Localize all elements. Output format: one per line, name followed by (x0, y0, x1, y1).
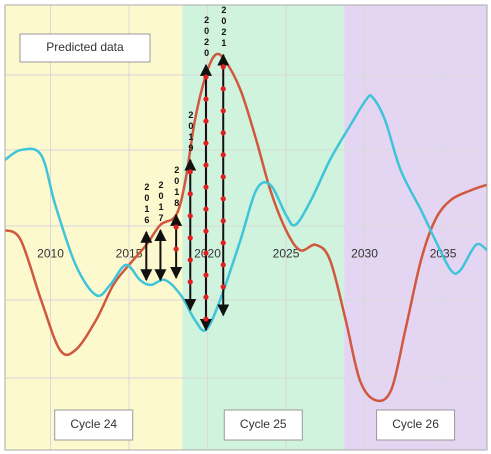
arrow-dot (203, 228, 209, 234)
arrow-dot (203, 206, 209, 212)
arrow-dot (220, 218, 226, 224)
arrow-dot (187, 235, 193, 241)
arrow-dot (220, 130, 226, 136)
arrow-dot (203, 162, 209, 168)
cycle-region (5, 5, 183, 450)
arrow-dot (187, 169, 193, 175)
arrow-dot (220, 240, 226, 246)
cycle-label: Cycle 26 (392, 417, 439, 431)
series-line (4, 94, 488, 332)
x-tick-label: 2030 (351, 246, 378, 260)
arrow-label: 2019 (186, 110, 196, 154)
arrow-dot (203, 118, 209, 124)
arrow-dot (220, 284, 226, 290)
cycle-box (223, 409, 303, 441)
arrow-dot (203, 294, 209, 300)
cycle-box (376, 409, 456, 441)
arrow-dot (203, 74, 209, 80)
cycle-label: Cycle 24 (70, 417, 117, 431)
arrow-dot (203, 316, 209, 322)
arrow-dot (203, 250, 209, 256)
arrow-dot (173, 224, 179, 230)
arrow-dot (203, 96, 209, 102)
cycle-region (344, 5, 487, 450)
annotation-box (19, 33, 151, 63)
arrow-dot (220, 196, 226, 202)
arrow-dot (220, 86, 226, 92)
arrow-label: 2017 (156, 180, 166, 224)
arrow-label: 2016 (142, 182, 152, 226)
x-tick-label: 2010 (37, 246, 64, 260)
arrow-dot (203, 140, 209, 146)
arrow-dot (203, 184, 209, 190)
arrow-label: 2018 (172, 165, 182, 209)
cycle-label: Cycle 25 (240, 417, 287, 431)
annotation-text: Predicted data (46, 40, 124, 54)
arrow-dot (220, 108, 226, 114)
x-tick-label: 2035 (430, 246, 457, 260)
arrow-dot (187, 191, 193, 197)
arrow-dot (187, 213, 193, 219)
arrow-dot (220, 174, 226, 180)
series-line (4, 52, 488, 403)
arrow-dot (220, 64, 226, 70)
arrow-dot (187, 257, 193, 263)
arrow-dot (220, 262, 226, 268)
arrow-label: 2020 (202, 15, 212, 59)
cycle-box (54, 409, 134, 441)
x-tick-label: 2025 (273, 246, 300, 260)
arrow-label: 2021 (219, 5, 229, 49)
arrow-dot (187, 279, 193, 285)
arrow-dot (203, 272, 209, 278)
plot-border (4, 4, 488, 451)
arrow-dot (173, 246, 179, 252)
arrow-dot (220, 152, 226, 158)
